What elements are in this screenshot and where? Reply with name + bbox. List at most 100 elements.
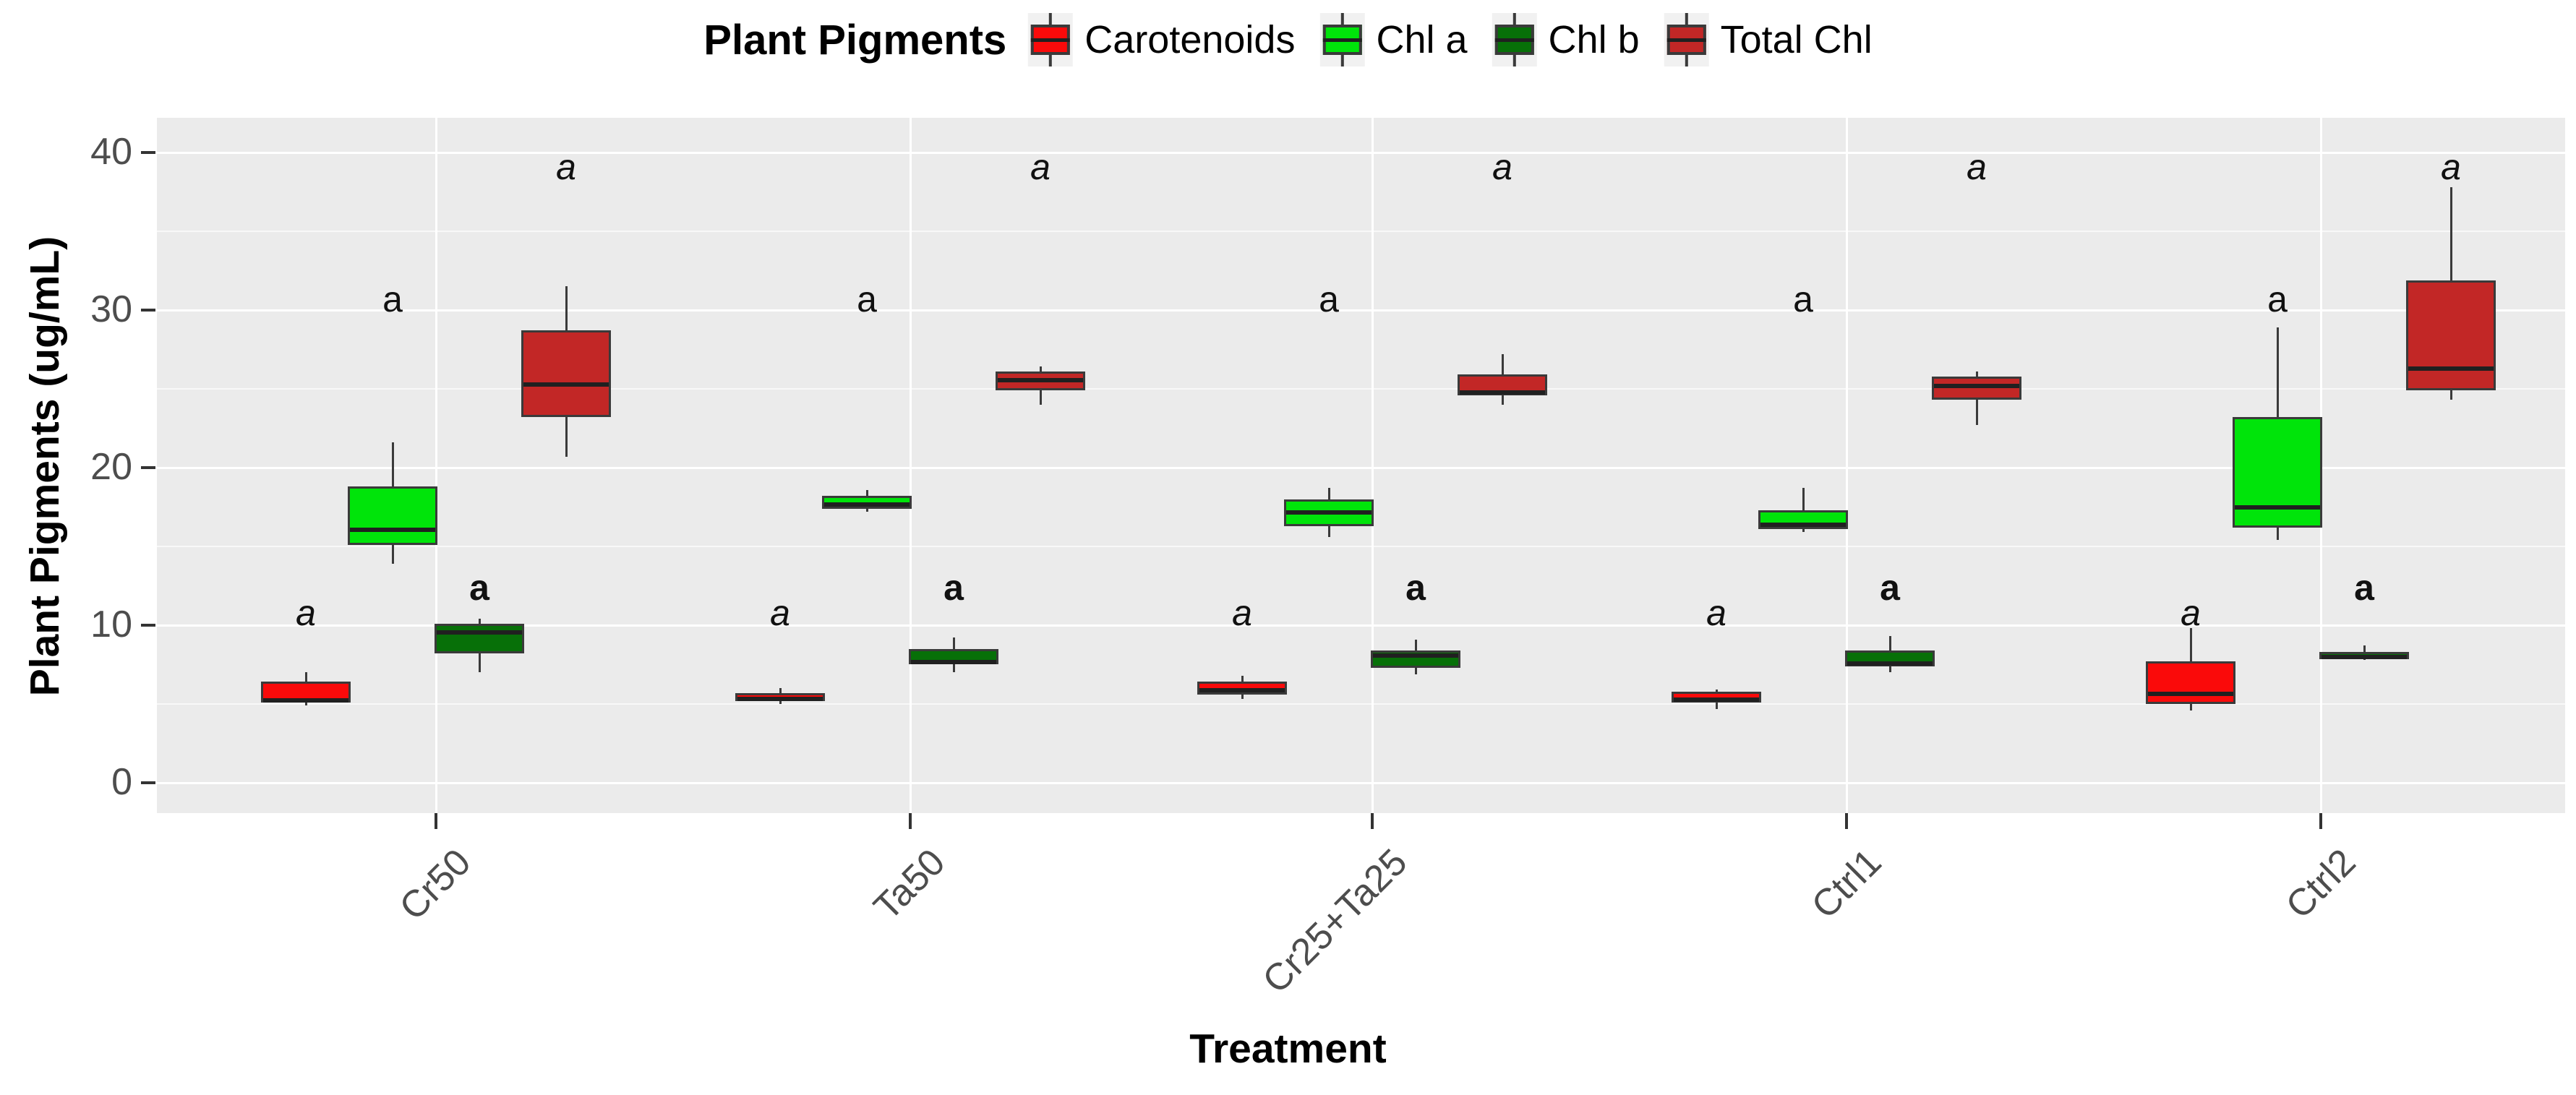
legend-key-median-icon xyxy=(1031,38,1071,42)
gridline-minor-y5 xyxy=(157,703,2565,705)
box-chl-a-cr50 xyxy=(348,486,437,545)
sig-letter-carotenoids-ctrl1: a xyxy=(1706,592,1726,633)
whisker-chl-a-ctrl1 xyxy=(1802,488,1805,533)
box-chl-a-ta50 xyxy=(822,496,912,509)
box-chl-b-cr50 xyxy=(435,623,524,654)
x-tick-label-cr25-ta25: Cr25+Ta25 xyxy=(1254,841,1416,1002)
y-tick-label-0: 0 xyxy=(111,761,132,803)
box-carotenoids-cr25-ta25 xyxy=(1197,682,1287,695)
y-tick-30 xyxy=(141,309,155,312)
legend-items: Carotenoids Chl a Chl b Total Chl xyxy=(1028,13,1873,66)
sig-letter-chl-b-ctrl2: a xyxy=(2354,567,2374,608)
legend-key-carotenoids-boxplot-icon xyxy=(1028,13,1074,66)
box-chl-b-cr25-ta25 xyxy=(1371,650,1460,668)
legend-item-chl-a: Chl a xyxy=(1319,13,1468,66)
legend-key-median-icon xyxy=(1666,38,1706,42)
box-chl-a-ctrl1 xyxy=(1758,510,1848,530)
x-tick-ctrl1 xyxy=(1845,813,1848,829)
y-tick-10 xyxy=(141,624,155,627)
legend-key-chl-a-boxplot-icon xyxy=(1319,13,1365,66)
median-chl-b-cr25-ta25 xyxy=(1373,653,1458,658)
median-chl-a-ctrl1 xyxy=(1760,523,1846,528)
median-carotenoids-ctrl2 xyxy=(2148,691,2233,696)
x-tick-label-ctrl2: Ctrl2 xyxy=(2278,841,2364,927)
legend-key-chl-b-boxplot-icon xyxy=(1492,13,1537,66)
gridline-major-y30 xyxy=(157,309,2565,312)
box-total-chl-ta50 xyxy=(996,372,1085,391)
sig-letter-total-chl-cr50: a xyxy=(556,146,576,187)
median-chl-b-ctrl2 xyxy=(2322,655,2407,660)
sig-letter-total-chl-ta50: a xyxy=(1030,146,1050,187)
gridline-major-y10 xyxy=(157,624,2565,627)
y-tick-label-20: 20 xyxy=(90,446,132,488)
gridline-major-y40 xyxy=(157,151,2565,154)
sig-letter-chl-b-cr50: a xyxy=(469,567,489,608)
x-tick-ta50 xyxy=(909,813,912,829)
y-tick-label-30: 30 xyxy=(90,288,132,330)
sig-letter-carotenoids-ctrl2: a xyxy=(2181,592,2201,633)
legend-item-total-chl: Total Chl xyxy=(1664,13,1873,66)
legend-label-chl-b: Chl b xyxy=(1548,18,1640,61)
median-carotenoids-cr25-ta25 xyxy=(1199,688,1285,693)
sig-letter-carotenoids-cr25-ta25: a xyxy=(1232,592,1252,633)
box-carotenoids-ta50 xyxy=(735,692,825,701)
box-chl-b-ta50 xyxy=(909,648,998,665)
legend-key-median-icon xyxy=(1494,38,1534,42)
sig-letter-carotenoids-ta50: a xyxy=(770,592,790,633)
legend-key-median-icon xyxy=(1322,38,1362,42)
box-total-chl-cr50 xyxy=(521,330,611,418)
median-carotenoids-ctrl1 xyxy=(1674,697,1759,703)
box-carotenoids-ctrl1 xyxy=(1672,691,1761,703)
gridline-minor-y15 xyxy=(157,546,2565,547)
gridline-major-y0 xyxy=(157,781,2565,784)
gridline-major-x-ctrl1 xyxy=(1845,118,1848,813)
median-chl-b-ctrl1 xyxy=(1847,661,1933,666)
sig-letter-total-chl-ctrl1: a xyxy=(1967,146,1987,187)
legend-label-carotenoids: Carotenoids xyxy=(1084,18,1296,61)
median-chl-a-ctrl2 xyxy=(2235,505,2320,510)
legend: Plant Pigments Carotenoids Chl a Chl b Tota… xyxy=(703,13,1873,66)
legend-item-chl-b: Chl b xyxy=(1492,13,1640,66)
sig-letter-chl-a-cr50: a xyxy=(382,278,403,319)
sig-letter-chl-b-ctrl1: a xyxy=(1880,567,1900,608)
sig-letter-chl-b-cr25-ta25: a xyxy=(1405,567,1426,608)
y-tick-40 xyxy=(141,151,155,154)
x-axis-title: Treatment xyxy=(1189,1026,1387,1072)
legend-key-total-chl-boxplot-icon xyxy=(1664,13,1709,66)
x-tick-label-cr50: Cr50 xyxy=(392,841,479,929)
gridline-major-x-cr25-ta25 xyxy=(1371,118,1374,813)
y-tick-0 xyxy=(141,781,155,784)
gridline-major-x-ta50 xyxy=(909,118,912,813)
median-carotenoids-cr50 xyxy=(263,697,348,703)
box-total-chl-ctrl1 xyxy=(1932,376,2021,400)
median-chl-a-cr25-ta25 xyxy=(1286,510,1372,515)
sig-letter-chl-a-cr25-ta25: a xyxy=(1319,278,1339,319)
plot-panel: a a a a a a a a a a a a a a a a a a a a xyxy=(157,118,2565,813)
box-chl-a-cr25-ta25 xyxy=(1284,499,1374,526)
sig-letter-chl-a-ctrl2: a xyxy=(2267,278,2288,319)
gridline-minor-y25 xyxy=(157,388,2565,390)
box-chl-a-ctrl2 xyxy=(2233,417,2322,528)
x-tick-cr25-ta25 xyxy=(1371,813,1374,829)
legend-label-chl-a: Chl a xyxy=(1376,18,1468,61)
box-chl-b-ctrl1 xyxy=(1845,650,1935,666)
x-tick-cr50 xyxy=(435,813,437,829)
box-chl-b-ctrl2 xyxy=(2319,652,2409,660)
sig-letter-total-chl-cr25-ta25: a xyxy=(1492,146,1512,187)
gridline-major-y20 xyxy=(157,466,2565,469)
legend-title: Plant Pigments xyxy=(703,16,1007,64)
y-tick-label-40: 40 xyxy=(90,131,132,173)
median-chl-a-cr50 xyxy=(350,527,435,532)
median-total-chl-cr25-ta25 xyxy=(1460,390,1545,395)
median-total-chl-ctrl2 xyxy=(2408,366,2494,372)
legend-item-carotenoids: Carotenoids xyxy=(1028,13,1295,66)
median-total-chl-cr50 xyxy=(523,382,609,387)
gridline-major-x-cr50 xyxy=(435,118,437,813)
sig-letter-carotenoids-cr50: a xyxy=(296,592,316,633)
gridline-minor-y35 xyxy=(157,231,2565,232)
y-tick-20 xyxy=(141,466,155,469)
x-tick-label-ta50: Ta50 xyxy=(865,841,954,929)
x-tick-label-ctrl1: Ctrl1 xyxy=(1804,841,1890,927)
median-total-chl-ta50 xyxy=(998,377,1083,382)
median-carotenoids-ta50 xyxy=(737,696,823,701)
